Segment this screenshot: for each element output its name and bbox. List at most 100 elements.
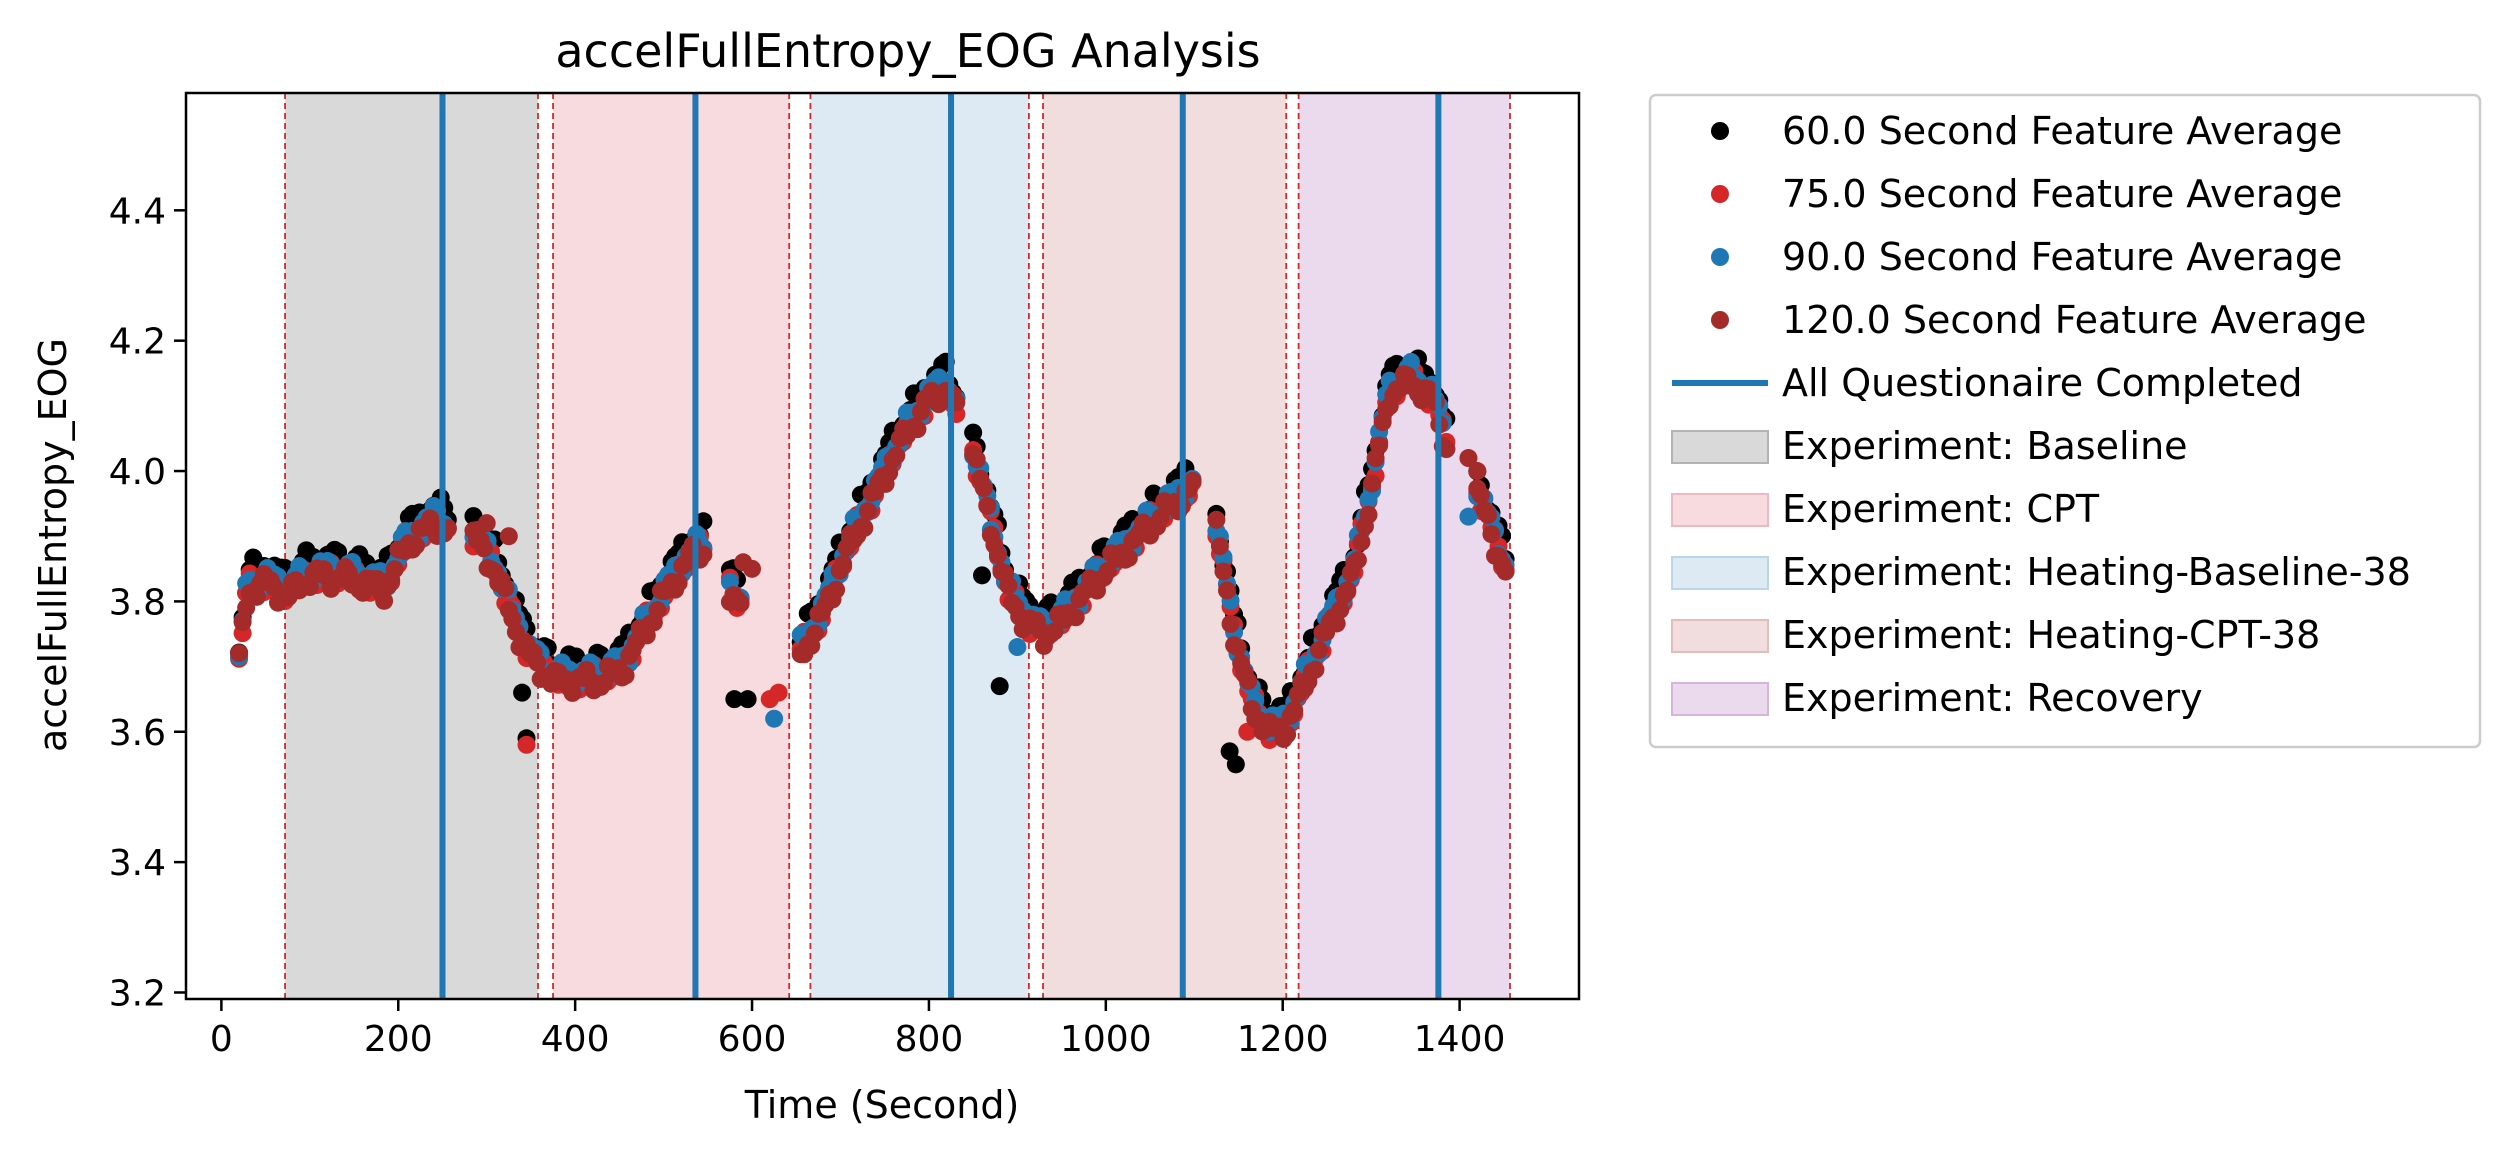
data-point: [477, 514, 496, 533]
data-point: [1228, 638, 1247, 657]
data-point: [563, 683, 582, 702]
data-point: [1239, 671, 1258, 690]
data-point: [765, 709, 784, 728]
data-point: [1309, 641, 1328, 660]
legend-label: Experiment: Baseline: [1782, 424, 2188, 468]
data-point: [1359, 505, 1378, 524]
y-tick-label: 3.2: [109, 973, 166, 1014]
data-point: [669, 573, 688, 592]
data-point: [1214, 562, 1233, 581]
x-tick-label: 600: [718, 1019, 787, 1060]
data-point: [1210, 537, 1229, 556]
data-point: [738, 690, 757, 709]
axes: 0 200 400 600 800 1000 1200 1400 3.2 3.4 3.6 3.8 4.0…: [109, 191, 1506, 1060]
legend-label: 75.0 Second Feature Average: [1782, 172, 2342, 216]
data-point: [731, 593, 750, 612]
data-point: [230, 644, 249, 663]
legend: 60.0 Second Feature Average 75.0 Second F…: [1648, 93, 2482, 749]
data-point: [1278, 725, 1297, 744]
data-point: [1098, 562, 1117, 581]
legend-entry: Experiment: CPT: [1671, 487, 2100, 531]
data-point: [973, 566, 991, 585]
data-point: [1221, 614, 1240, 633]
legend-entry: Experiment: Recovery: [1671, 676, 2203, 720]
legend-entry: Experiment: Heating-CPT-38: [1671, 613, 2320, 657]
legend-entry: Experiment: Baseline: [1671, 424, 2188, 468]
data-point: [990, 677, 1009, 696]
y-tick-label: 4.0: [109, 452, 166, 493]
data-point: [974, 479, 993, 498]
data-point: [375, 591, 394, 610]
y-tick-label: 4.4: [109, 191, 166, 232]
data-point: [1008, 638, 1027, 657]
legend-marker: [1711, 311, 1729, 329]
data-point: [464, 507, 483, 526]
data-point: [300, 578, 319, 597]
data-point: [1217, 581, 1236, 600]
x-tick-label: 1200: [1237, 1019, 1329, 1060]
legend-frame: [1648, 93, 2482, 749]
x-tick-label: 200: [364, 1019, 433, 1060]
plot-frame: [184, 91, 1581, 1001]
data-point: [834, 554, 853, 573]
data-point: [858, 502, 877, 521]
data-point: [694, 545, 713, 564]
chart-title: accelFullEntropy_EOG Analysis: [555, 24, 1260, 78]
data-point: [978, 496, 997, 515]
legend-label: Experiment: Heating-CPT-38: [1782, 613, 2320, 657]
data-point: [1478, 506, 1497, 525]
data-point: [517, 735, 536, 754]
legend-patch: [1671, 430, 1769, 464]
experiment-span-4: [1298, 93, 1511, 999]
data-point: [1066, 608, 1085, 627]
data-point: [1459, 449, 1478, 468]
legend-entry: 75.0 Second Feature Average: [1711, 172, 2342, 216]
legend-label: 120.0 Second Feature Average: [1782, 298, 2367, 342]
legend-patch: [1671, 682, 1769, 716]
plot-area: [230, 93, 1515, 999]
legend-label: Experiment: Heating-Baseline-38: [1782, 550, 2411, 594]
data-point: [1306, 660, 1325, 679]
data-point: [1045, 622, 1064, 641]
data-point: [880, 463, 899, 482]
x-tick-label: 0: [210, 1019, 233, 1060]
legend-entry: 60.0 Second Feature Average: [1711, 109, 2342, 153]
data-point: [1459, 507, 1478, 526]
data-point: [247, 587, 266, 606]
legend-entry: All Questionaire Completed: [1672, 361, 2303, 405]
data-point: [1285, 701, 1304, 720]
data-point: [964, 423, 983, 442]
data-point: [1331, 600, 1350, 619]
data-point: [1119, 548, 1138, 567]
data-point: [233, 613, 252, 632]
data-point: [805, 624, 824, 643]
data-point: [999, 576, 1018, 595]
data-point: [908, 420, 927, 439]
series-3: [230, 365, 1515, 748]
data-point: [496, 579, 515, 598]
data-point: [1496, 562, 1515, 581]
y-tick-label: 4.2: [109, 322, 166, 363]
data-point: [1363, 474, 1382, 493]
data-point: [1220, 742, 1239, 761]
data-point: [528, 653, 547, 672]
legend-label: 90.0 Second Feature Average: [1782, 235, 2342, 279]
legend-marker: [1711, 248, 1729, 266]
legend-patch: [1671, 493, 1769, 527]
legend-label: 60.0 Second Feature Average: [1782, 109, 2342, 153]
data-point: [475, 539, 494, 558]
data-point: [967, 450, 986, 469]
y-axis-label: accelFullEntropy_EOG: [31, 338, 75, 752]
data-point: [1338, 581, 1357, 600]
data-point: [855, 518, 874, 537]
data-point: [1183, 471, 1202, 490]
data-point: [513, 683, 532, 702]
y-tick-label: 3.6: [109, 713, 166, 754]
data-point: [1352, 532, 1371, 551]
data-point: [827, 580, 846, 599]
legend-marker: [1711, 122, 1729, 140]
y-tick-label: 3.4: [109, 843, 166, 884]
data-point: [616, 666, 635, 685]
legend-patch: [1671, 556, 1769, 590]
x-axis-label: Time (Second): [744, 1083, 1020, 1127]
